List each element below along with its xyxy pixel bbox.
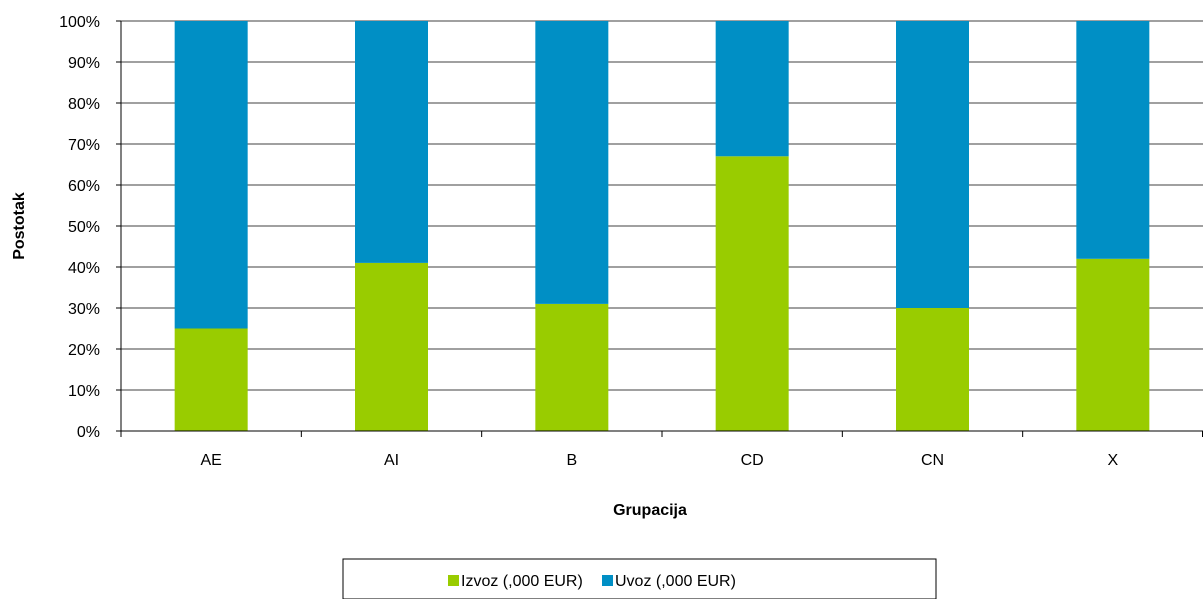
gridlines [121, 20, 1203, 391]
bar-uvoz-cd [715, 21, 789, 157]
bar-uvoz-x [1076, 21, 1150, 259]
legend-label-izvoz: Izvoz (,000 EUR) [461, 573, 583, 590]
bars [174, 21, 1150, 432]
y-tick-label: 90% [68, 55, 100, 72]
y-tick-label: 80% [68, 96, 100, 113]
x-tick-label: CN [921, 452, 944, 469]
legend-label-uvoz: Uvoz (,000 EUR) [615, 573, 736, 590]
x-axis-title: Grupacija [613, 502, 687, 519]
legend-box [342, 558, 937, 599]
x-tick-label: X [1107, 452, 1118, 469]
x-tick-label: CD [741, 452, 764, 469]
y-axis-title: Postotak [11, 192, 28, 260]
legend: Izvoz (,000 EUR) Uvoz (,000 EUR) [342, 558, 937, 599]
y-tick-label: 60% [68, 178, 100, 195]
bar-izvoz-cd [715, 156, 789, 432]
x-tick-label: AE [200, 452, 221, 469]
y-tick-label: 20% [68, 342, 100, 359]
bar-uvoz-ae [174, 21, 248, 329]
y-tick-label: 10% [68, 383, 100, 400]
bar-uvoz-cn [896, 21, 969, 308]
x-tick-label: AI [384, 452, 399, 469]
y-tick-label: 40% [68, 260, 100, 277]
bar-uvoz-ai [355, 21, 428, 263]
bar-izvoz-b [535, 303, 609, 431]
y-tick-label: 70% [68, 137, 100, 154]
y-tick-label: 0% [77, 424, 100, 441]
bar-uvoz-b [535, 21, 609, 304]
y-tick-label: 30% [68, 301, 100, 318]
bar-izvoz-ae [174, 328, 248, 431]
x-tick-label: B [566, 452, 577, 469]
bar-izvoz-x [1076, 258, 1150, 431]
x-tick-labels: AE AI B CD CN X [200, 452, 1118, 469]
bar-izvoz-cn [896, 308, 969, 431]
bar-izvoz-ai [355, 262, 428, 431]
y-tick-label: 50% [68, 219, 100, 236]
legend-swatch-uvoz [602, 575, 613, 586]
y-tick-label: 100% [59, 14, 100, 31]
legend-swatch-izvoz [448, 575, 459, 586]
axes [116, 20, 1203, 437]
y-tick-labels: 0% 10% 20% 30% 40% 50% 60% 70% 80% 90% 100% [59, 14, 100, 441]
